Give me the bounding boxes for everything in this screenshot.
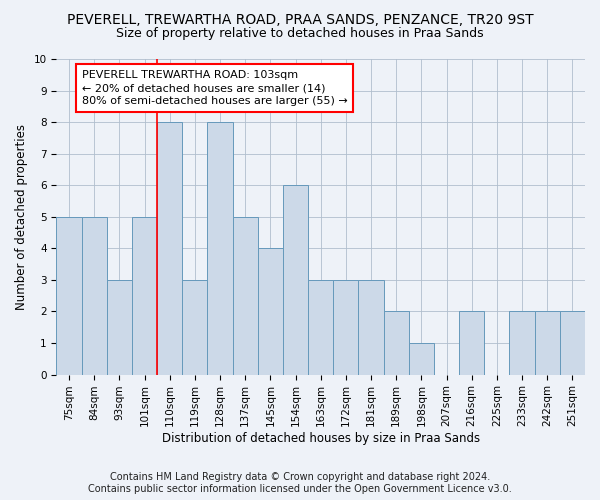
X-axis label: Distribution of detached houses by size in Praa Sands: Distribution of detached houses by size …	[161, 432, 480, 445]
Bar	[157, 122, 182, 374]
Bar	[56, 217, 82, 374]
Bar	[107, 280, 132, 374]
Y-axis label: Number of detached properties: Number of detached properties	[15, 124, 28, 310]
Text: Contains HM Land Registry data © Crown copyright and database right 2024.
Contai: Contains HM Land Registry data © Crown c…	[88, 472, 512, 494]
Bar	[132, 217, 157, 374]
Bar	[258, 248, 283, 374]
Bar	[560, 312, 585, 374]
Bar	[82, 217, 107, 374]
Bar	[459, 312, 484, 374]
Bar	[208, 122, 233, 374]
Bar	[308, 280, 333, 374]
Text: PEVERELL, TREWARTHA ROAD, PRAA SANDS, PENZANCE, TR20 9ST: PEVERELL, TREWARTHA ROAD, PRAA SANDS, PE…	[67, 12, 533, 26]
Bar	[283, 185, 308, 374]
Text: PEVERELL TREWARTHA ROAD: 103sqm
← 20% of detached houses are smaller (14)
80% of: PEVERELL TREWARTHA ROAD: 103sqm ← 20% of…	[82, 70, 347, 106]
Bar	[333, 280, 358, 374]
Bar	[535, 312, 560, 374]
Bar	[233, 217, 258, 374]
Bar	[182, 280, 208, 374]
Bar	[409, 343, 434, 374]
Bar	[509, 312, 535, 374]
Bar	[383, 312, 409, 374]
Bar	[358, 280, 383, 374]
Text: Size of property relative to detached houses in Praa Sands: Size of property relative to detached ho…	[116, 28, 484, 40]
